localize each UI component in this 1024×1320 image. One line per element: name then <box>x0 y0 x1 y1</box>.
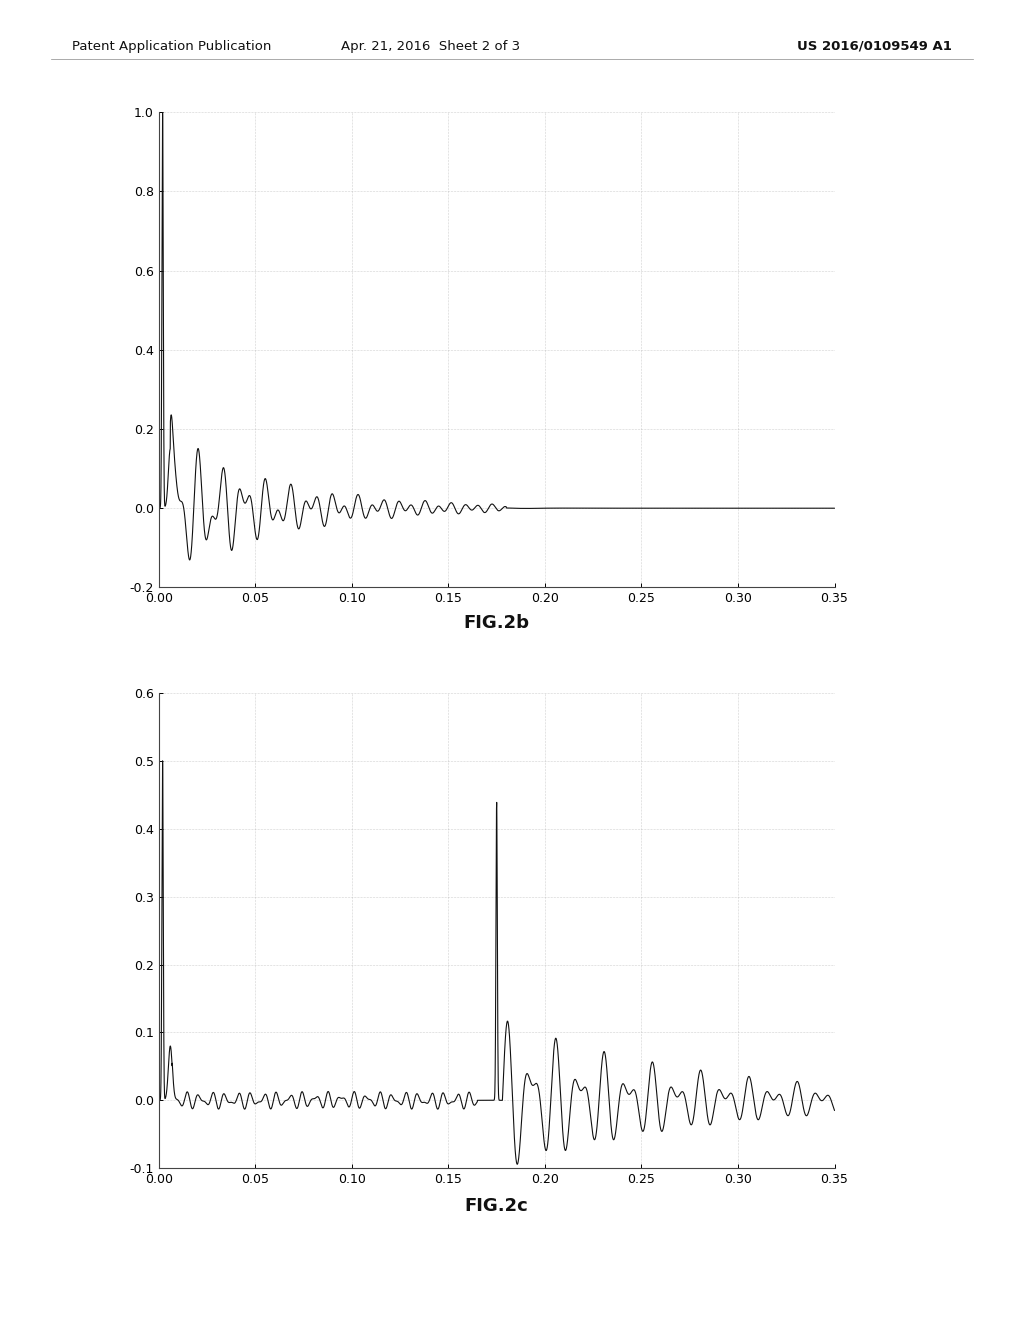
Text: US 2016/0109549 A1: US 2016/0109549 A1 <box>798 40 952 53</box>
Text: Patent Application Publication: Patent Application Publication <box>72 40 271 53</box>
Text: FIG.2c: FIG.2c <box>465 1197 528 1216</box>
Text: Apr. 21, 2016  Sheet 2 of 3: Apr. 21, 2016 Sheet 2 of 3 <box>341 40 519 53</box>
Text: FIG.2b: FIG.2b <box>464 614 529 632</box>
